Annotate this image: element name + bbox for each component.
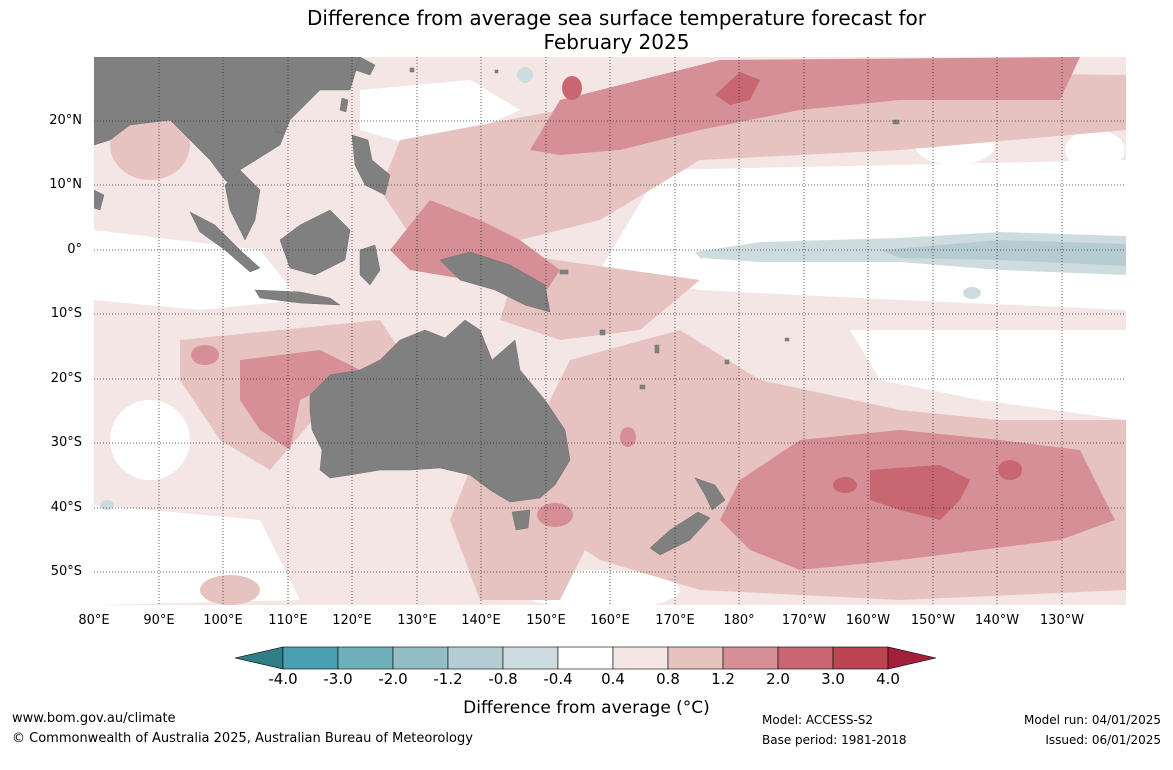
sulawesi (359, 244, 381, 286)
title-line-1: Difference from average sea surface temp… (306, 6, 926, 30)
lat-label-20s: 20°S (50, 371, 82, 386)
colorbar-segment (832, 646, 889, 670)
colorbar-segment (502, 646, 559, 670)
lon-label-120e: 120°E (332, 613, 372, 628)
new-guinea (439, 251, 551, 313)
lon-label-130w: 130°W (1039, 613, 1085, 628)
indochina (224, 169, 261, 241)
lat-label-30s: 30°S (50, 435, 82, 450)
colorbar-segments (234, 646, 937, 670)
cb-tick-6: 0.4 (601, 670, 625, 688)
colorbar-extend-high (887, 646, 937, 670)
colorbar-segment (447, 646, 504, 670)
cb-tick-2: -2.0 (378, 670, 408, 688)
footer-copyright: © Commonwealth of Australia 2025, Austra… (12, 731, 473, 746)
cb-tick-9: 2.0 (766, 670, 790, 688)
cb-tick-1: -3.0 (323, 670, 353, 688)
colorbar-segment (667, 646, 724, 670)
lat-label-20n: 20°N (49, 113, 82, 128)
colorbar-extend-low (234, 646, 284, 670)
colorbar-segment (557, 646, 614, 670)
lon-label-100e: 100°E (203, 613, 243, 628)
tasmania (511, 509, 531, 531)
map-title: Difference from average sea surface temp… (0, 6, 1173, 54)
lon-label-110e: 110°E (268, 613, 308, 628)
lon-label-140w: 140°W (974, 613, 1020, 628)
lon-label-170w: 170°W (781, 613, 827, 628)
lon-label-150e: 150°E (526, 613, 566, 628)
title-line-2: February 2025 (543, 30, 690, 54)
footer-issued: Issued: 06/01/2025 (1045, 733, 1161, 747)
cb-tick-4: -0.8 (488, 670, 518, 688)
new-zealand-south (649, 511, 711, 556)
lon-label-180: 180° (723, 613, 755, 628)
philippines (351, 134, 391, 196)
lon-label-150w: 150°W (910, 613, 956, 628)
cb-tick-10: 3.0 (821, 670, 845, 688)
lon-label-90e: 90°E (143, 613, 175, 628)
java (254, 289, 341, 306)
colorbar-segment (777, 646, 834, 670)
cb-tick-7: 0.8 (656, 670, 680, 688)
cb-tick-3: -1.2 (433, 670, 463, 688)
footer-model-run: Model run: 04/01/2025 (1023, 713, 1161, 727)
sri-lanka (94, 189, 105, 211)
colorbar-segment (612, 646, 669, 670)
footer-model: Model: ACCESS-S2 (762, 713, 874, 727)
new-zealand-north (694, 477, 726, 511)
colorbar-segment (337, 646, 394, 670)
colorbar-segment (392, 646, 449, 670)
lat-label-40s: 40°S (50, 500, 82, 515)
warm-anomaly-higher (562, 72, 1022, 520)
gridlines (94, 57, 1126, 605)
cb-tick-8: 1.2 (711, 670, 735, 688)
lat-label-10s: 10°S (50, 306, 82, 321)
footer-base-period: Base period: 1981-2018 (762, 733, 907, 747)
lon-label-160w: 160°W (845, 613, 891, 628)
sumatra (189, 211, 261, 273)
lon-label-170e: 170°E (655, 613, 695, 628)
cb-tick-11: 4.0 (876, 670, 900, 688)
colorbar-title: Difference from average (°C) (463, 698, 710, 718)
lon-label-80e: 80°E (78, 613, 110, 628)
lat-label-50s: 50°S (50, 564, 82, 579)
borneo (279, 209, 351, 276)
sst-anomaly-map (94, 57, 1126, 605)
lat-label-0: 0° (67, 242, 82, 257)
cb-tick-5: -0.4 (543, 670, 573, 688)
lat-label-10n: 10°N (49, 177, 82, 192)
footer-website: www.bom.gov.au/climate (12, 711, 176, 726)
cool-anomaly-equatorial (100, 67, 1126, 510)
lon-label-160e: 160°E (590, 613, 630, 628)
cb-tick-0: -4.0 (268, 670, 298, 688)
australia (309, 319, 571, 503)
lon-label-130e: 130°E (397, 613, 437, 628)
colorbar-segment (282, 646, 339, 670)
colorbar (234, 646, 937, 670)
land-masses (94, 57, 900, 556)
lon-label-140e: 140°E (461, 613, 501, 628)
colorbar-segment (722, 646, 779, 670)
